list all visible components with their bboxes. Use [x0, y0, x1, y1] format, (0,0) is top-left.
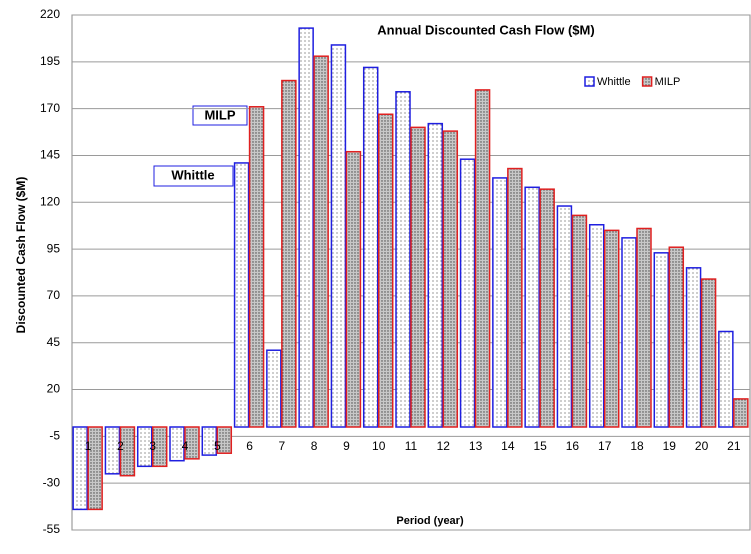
x-tick-label: 10 — [372, 439, 386, 453]
bar — [442, 130, 459, 428]
bar — [621, 237, 637, 428]
x-axis-label: Period (year) — [396, 515, 464, 527]
bar — [588, 223, 605, 428]
bar — [184, 426, 200, 460]
y-tick-label: -30 — [43, 475, 61, 489]
y-axis-label: Discounted Cash Flow ($M) — [14, 177, 28, 334]
bar — [216, 426, 233, 454]
bar — [104, 426, 121, 475]
bar — [603, 229, 620, 428]
y-tick-label: -55 — [43, 522, 61, 536]
x-tick-label: 2 — [117, 439, 124, 453]
x-tick-label: 19 — [663, 439, 677, 453]
y-tick-label: 120 — [40, 194, 60, 208]
bar — [507, 167, 523, 428]
x-tick-label: 16 — [566, 439, 580, 453]
x-tick-label: 13 — [469, 439, 483, 453]
legend-swatch — [641, 76, 653, 87]
bar — [136, 426, 153, 468]
annotation: Whittle — [171, 167, 214, 182]
y-tick-label: 95 — [47, 241, 61, 255]
bar — [718, 330, 734, 428]
bar — [313, 55, 329, 428]
bar — [345, 150, 362, 428]
x-tick-label: 21 — [727, 439, 741, 453]
x-tick-label: 11 — [405, 439, 418, 453]
legend-swatch — [584, 76, 595, 87]
x-tick-label: 18 — [630, 439, 644, 453]
y-tick-label: 170 — [40, 101, 60, 115]
x-tick-label: 1 — [85, 439, 92, 453]
bar — [539, 188, 555, 428]
y-tick-label: 20 — [47, 382, 61, 396]
bar — [298, 27, 314, 428]
legend-label: Whittle — [597, 76, 631, 88]
x-tick-label: 8 — [311, 439, 318, 453]
y-tick-label: 45 — [47, 335, 61, 349]
bar — [410, 126, 426, 428]
bar — [636, 227, 652, 428]
bar — [151, 426, 168, 468]
bar — [377, 113, 394, 428]
bar — [653, 252, 670, 428]
x-tick-label: 20 — [695, 439, 709, 453]
bar — [330, 44, 347, 428]
annotation-box — [192, 105, 248, 126]
annotation: MILP — [204, 107, 235, 122]
bar — [668, 246, 685, 428]
y-tick-label: 145 — [40, 148, 60, 162]
y-tick-label: 220 — [40, 7, 60, 21]
legend-label: MILP — [655, 76, 681, 88]
y-tick-label: -5 — [49, 429, 60, 443]
bar — [700, 278, 717, 428]
x-tick-label: 15 — [533, 439, 547, 453]
bar — [524, 186, 540, 428]
bar — [169, 426, 185, 462]
x-tick-label: 7 — [279, 439, 286, 453]
bar — [474, 89, 491, 428]
x-tick-label: 4 — [182, 439, 189, 453]
x-tick-label: 3 — [149, 439, 156, 453]
bar — [119, 426, 136, 477]
bar — [201, 426, 218, 456]
bar — [233, 162, 250, 428]
bar — [72, 426, 88, 511]
bar — [266, 349, 282, 428]
bar — [281, 79, 297, 428]
y-tick-label: 195 — [40, 54, 60, 68]
x-tick-label: 12 — [437, 439, 451, 453]
bar — [395, 91, 411, 428]
x-tick-label: 6 — [246, 439, 253, 453]
bar — [427, 122, 444, 428]
bar — [685, 267, 702, 428]
bar — [87, 426, 103, 511]
bar — [492, 177, 508, 428]
bar — [571, 214, 588, 428]
chart-title: Annual Discounted Cash Flow ($M) — [377, 22, 594, 37]
bar — [248, 106, 265, 428]
bar — [459, 158, 476, 428]
bar — [362, 66, 379, 428]
x-tick-label: 5 — [214, 439, 221, 453]
y-tick-label: 70 — [47, 288, 61, 302]
bar — [556, 205, 573, 428]
x-tick-label: 14 — [501, 439, 515, 453]
x-tick-label: 9 — [343, 439, 350, 453]
annotation-box — [153, 165, 234, 187]
x-tick-label: 17 — [598, 439, 612, 453]
bar — [733, 398, 749, 428]
